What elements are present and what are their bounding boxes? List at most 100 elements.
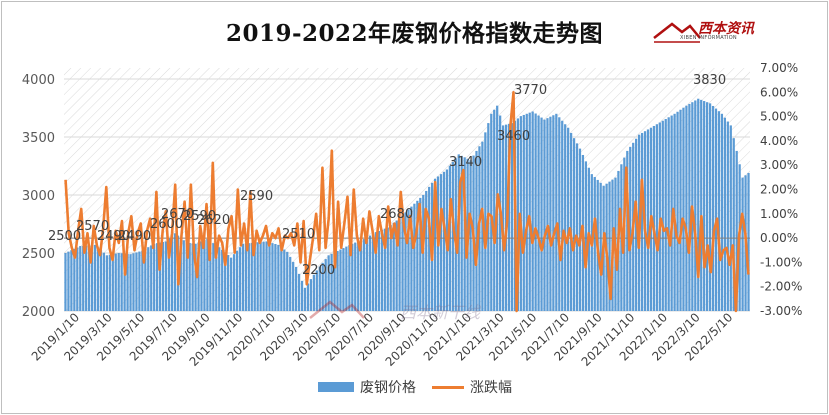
price-bar — [141, 250, 144, 311]
price-bar — [661, 120, 664, 311]
price-bar — [153, 243, 156, 311]
price-bar — [629, 146, 632, 311]
price-bar — [717, 111, 721, 311]
xiben-logo-icon — [653, 22, 701, 43]
price-bar — [599, 182, 602, 311]
price-bar — [371, 233, 375, 311]
price-bar — [732, 138, 735, 311]
price-bar — [90, 245, 94, 311]
price-bar — [626, 150, 629, 311]
price-bar — [182, 240, 185, 311]
price-bar — [552, 115, 555, 311]
y-tick-label: 2500 — [22, 247, 55, 262]
price-bar — [274, 244, 277, 311]
price-bar — [380, 229, 383, 311]
price-bar — [247, 243, 250, 311]
price-bar — [336, 250, 339, 311]
price-bar — [339, 249, 342, 311]
watermark-icon: 西本新干线 — [309, 300, 482, 322]
price-bar — [475, 150, 478, 311]
y-tick-label: 3000 — [22, 189, 55, 204]
price-bar — [342, 248, 345, 311]
price-bar — [312, 274, 315, 311]
price-bar — [608, 181, 611, 311]
price-bar — [280, 247, 283, 311]
data-label: 2600 — [150, 217, 183, 232]
y2-tick-label: 3.00% — [760, 158, 798, 172]
legend-line-swatch — [432, 385, 464, 389]
price-bar — [522, 114, 525, 312]
watermark-text: 西本新干线 — [400, 303, 482, 322]
price-bar — [507, 123, 511, 311]
price-bar — [294, 266, 298, 311]
price-bar — [655, 124, 658, 312]
price-bar — [410, 206, 413, 311]
price-bar — [206, 239, 209, 311]
price-bar — [147, 247, 150, 311]
price-bar — [164, 241, 168, 311]
price-bar — [203, 240, 206, 311]
price-bar — [158, 242, 162, 311]
price-bar — [108, 254, 111, 311]
price-bar — [575, 143, 579, 311]
price-bar — [416, 200, 419, 311]
price-bar — [700, 99, 703, 311]
price-bar — [123, 253, 126, 311]
price-bar — [357, 241, 360, 311]
price-bar — [469, 160, 472, 311]
change-series-line — [64, 91, 750, 313]
price-bar — [271, 243, 274, 311]
price-bar — [179, 237, 182, 311]
right-axis-labels: -3.00% -2.00% -1.00% 0.00% 1.00% 2.00% 3.00% 4.… — [760, 61, 802, 318]
price-bar — [96, 247, 100, 311]
price-bar — [309, 279, 313, 311]
price-bar — [226, 255, 230, 311]
y-tick-label: 3500 — [22, 131, 55, 146]
data-label: 2200 — [302, 263, 335, 278]
price-bar — [546, 118, 549, 312]
price-bar — [697, 98, 700, 311]
price-bar — [348, 245, 351, 311]
legend-bar-swatch — [318, 382, 354, 392]
price-bar — [76, 247, 79, 311]
price-bar — [528, 112, 531, 311]
price-bar — [706, 102, 709, 311]
price-bar — [365, 237, 369, 311]
price-bar — [88, 245, 91, 311]
price-bar — [102, 252, 106, 311]
y-tick-label: 4000 — [22, 73, 55, 88]
price-bar — [493, 109, 496, 312]
price-bar — [333, 252, 336, 311]
price-bar — [330, 253, 333, 311]
price-bar — [215, 245, 218, 311]
price-bar — [537, 115, 540, 311]
price-bar — [549, 116, 552, 311]
price-bar — [383, 228, 386, 311]
data-label: 2490 — [118, 229, 151, 244]
price-bar — [197, 242, 200, 311]
price-bar — [685, 105, 688, 312]
y2-tick-label: 4.00% — [760, 134, 798, 148]
price-bar — [221, 249, 224, 311]
legend-item-change: 涨跌幅 — [432, 377, 512, 397]
price-bar — [191, 243, 194, 311]
price-bar — [584, 161, 588, 311]
price-bar — [244, 243, 247, 311]
y2-tick-label: 6.00% — [760, 85, 798, 99]
price-bar — [292, 261, 295, 311]
price-bar — [351, 243, 354, 311]
price-bar — [241, 243, 245, 311]
y-tick-label: 2000 — [22, 305, 55, 320]
price-bar — [555, 113, 558, 311]
y2-tick-label: 0.00% — [760, 231, 798, 245]
price-bar — [460, 155, 463, 311]
price-bar — [688, 103, 691, 311]
price-bar — [268, 242, 271, 311]
data-label: 2510 — [282, 227, 315, 242]
price-bar — [265, 241, 268, 311]
data-label: 2590 — [183, 209, 216, 224]
price-bar — [510, 123, 514, 311]
price-bar — [114, 253, 117, 311]
price-bar — [82, 245, 85, 311]
data-label: 2570 — [76, 219, 109, 234]
